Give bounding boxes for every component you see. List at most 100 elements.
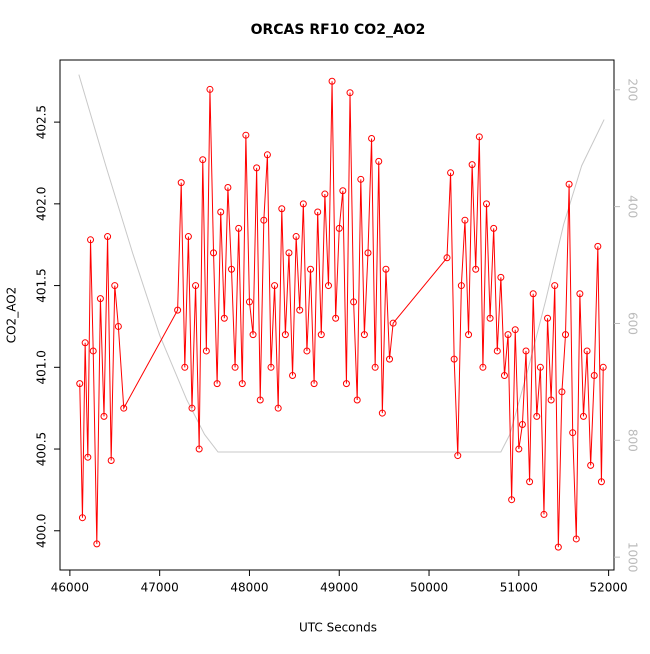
data-point [324, 282, 332, 290]
x-tick-label: 47000 [141, 581, 179, 595]
data-point [511, 326, 519, 334]
data-point [253, 164, 261, 172]
data-point [522, 347, 530, 355]
data-point [375, 157, 383, 165]
data-point [515, 445, 523, 453]
data-point [472, 265, 480, 273]
data-point [529, 290, 537, 298]
x-axis-label: UTC Seconds [299, 621, 377, 635]
data-point [107, 456, 115, 464]
data-point [339, 187, 347, 195]
data-point [504, 331, 512, 339]
data-point [260, 216, 268, 224]
data-point [587, 461, 595, 469]
data-point [281, 331, 289, 339]
data-point [224, 184, 232, 191]
y-tick-label: 402.5 [35, 105, 49, 139]
data-point [572, 535, 580, 543]
data-point [558, 388, 566, 396]
data-point [454, 452, 462, 460]
y2-tick-label: 800 [626, 429, 640, 452]
data-point [289, 371, 297, 379]
data-point [227, 265, 235, 273]
chart-title: ORCAS RF10 CO2_AO2 [251, 22, 426, 38]
data-point [569, 429, 577, 437]
data-point [346, 89, 354, 97]
data-point [174, 306, 182, 314]
data-point [217, 208, 225, 216]
data-point [594, 242, 602, 250]
y-tick-label: 400.5 [35, 432, 49, 466]
data-point [299, 200, 307, 208]
data-point [235, 224, 243, 232]
data-point [368, 134, 376, 142]
data-point [314, 208, 322, 216]
data-point [551, 282, 559, 290]
data-point [321, 190, 329, 198]
data-point [210, 249, 218, 257]
data-point [328, 77, 336, 85]
data-point [303, 347, 311, 355]
data-point [249, 331, 257, 339]
data-point [475, 133, 483, 141]
data-point [350, 298, 358, 306]
y-tick-label: 402.0 [35, 187, 49, 221]
data-point [278, 205, 286, 213]
y-tick-label: 401.5 [35, 268, 49, 302]
x-tick-label: 46000 [51, 581, 89, 595]
data-point [274, 404, 282, 412]
data-point [242, 131, 250, 139]
data-point [188, 404, 196, 412]
data-point [267, 363, 275, 371]
data-point [526, 478, 534, 486]
data-point [533, 412, 541, 420]
x-tick-label: 52000 [590, 581, 628, 595]
data-point [87, 236, 95, 244]
data-point [576, 290, 584, 298]
data-point [465, 331, 473, 339]
data-point [310, 380, 318, 388]
data-point [238, 380, 246, 388]
data-point [285, 249, 293, 257]
data-point [89, 347, 97, 355]
x-tick-label: 48000 [230, 581, 268, 595]
x-tick-label: 49000 [320, 581, 358, 595]
data-point [93, 540, 101, 548]
data-point [353, 396, 361, 404]
data-point [195, 445, 203, 453]
y-tick-label: 401.0 [35, 350, 49, 384]
data-point [382, 265, 390, 273]
data-point [360, 331, 368, 339]
data-point [493, 347, 501, 355]
data-point [378, 409, 386, 417]
data-point [231, 363, 239, 371]
data-line [79, 81, 604, 548]
data-point [81, 339, 89, 347]
data-point [104, 233, 112, 241]
data-point [181, 363, 189, 371]
data-point [192, 282, 200, 290]
data-point [508, 496, 516, 504]
data-point [486, 314, 494, 322]
data-point [562, 331, 570, 339]
data-point [371, 363, 379, 371]
data-point [457, 282, 465, 290]
data-point [84, 453, 92, 461]
data-point [500, 371, 508, 379]
data-point [599, 363, 607, 371]
data-point [245, 298, 253, 306]
data-point [554, 543, 562, 551]
data-point [296, 306, 304, 314]
y-axis-label: CO2_AO2 [5, 287, 19, 344]
data-point [78, 514, 86, 522]
data-point [120, 404, 128, 412]
data-point [271, 282, 279, 290]
data-point [518, 421, 526, 429]
data-point [332, 314, 340, 322]
data-point [443, 254, 451, 262]
y-tick-label: 400.0 [35, 514, 49, 548]
data-point [342, 380, 350, 388]
data-point [307, 265, 315, 273]
data-point [540, 510, 548, 518]
